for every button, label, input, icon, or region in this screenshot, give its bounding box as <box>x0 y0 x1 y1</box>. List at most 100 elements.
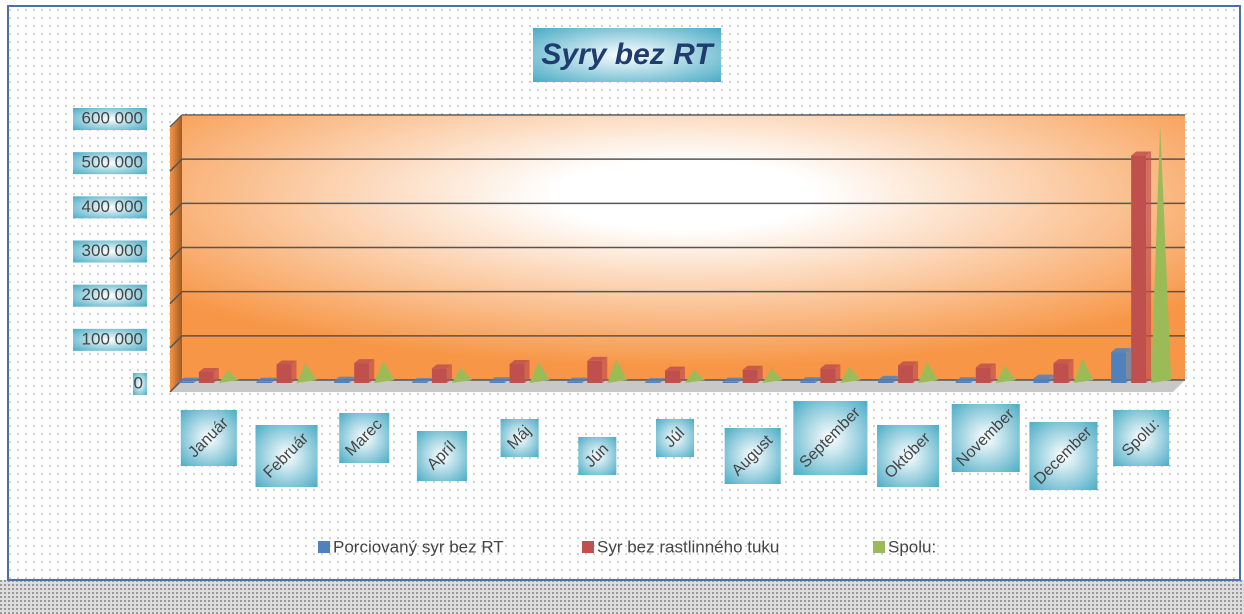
bar-side <box>1126 348 1132 383</box>
bar <box>567 381 583 383</box>
pyramid <box>296 363 317 383</box>
bar-side <box>582 377 588 383</box>
bar-side <box>524 360 530 383</box>
pyramid <box>374 360 395 383</box>
bar-side <box>835 364 841 383</box>
bar-side <box>426 378 432 383</box>
bar-top <box>800 377 821 382</box>
legend-swatch <box>582 541 594 553</box>
bar <box>1053 363 1069 383</box>
bar-side <box>271 377 277 383</box>
bar-top <box>198 367 219 372</box>
bar-side <box>602 356 608 383</box>
bar-top <box>742 365 763 370</box>
bar-top <box>898 361 919 366</box>
pyramid <box>762 368 783 383</box>
y-tick-box <box>73 328 147 351</box>
bar-top <box>256 377 277 382</box>
bar-side <box>213 367 219 383</box>
bar-side <box>504 377 510 383</box>
bar-top <box>975 363 996 368</box>
bar <box>431 368 447 383</box>
x-tick-box <box>1029 421 1098 491</box>
pyramid <box>685 369 705 383</box>
bar <box>1111 352 1127 383</box>
bar <box>489 381 505 383</box>
bar-top <box>722 377 743 382</box>
x-tick-box <box>180 409 237 467</box>
bar <box>820 368 836 383</box>
x-tick-box <box>793 400 868 476</box>
bar-side <box>1146 151 1152 383</box>
x-tick-box <box>951 403 1020 473</box>
bar <box>1033 378 1049 383</box>
y-tick-box <box>73 108 147 130</box>
bar-top <box>178 377 199 382</box>
bar-top <box>354 359 375 364</box>
bottom-strip <box>0 580 1244 614</box>
pyramid <box>918 362 939 383</box>
y-tick-box <box>73 152 147 175</box>
x-tick-box <box>416 430 467 482</box>
y-tick-label: 400 000 <box>82 197 143 216</box>
y-tick-box <box>73 284 147 307</box>
bar-top <box>334 376 355 381</box>
bar <box>411 382 427 383</box>
bar-side <box>1068 359 1074 383</box>
y-tick-label: 500 000 <box>82 153 143 172</box>
bar <box>178 381 194 383</box>
grid-line <box>169 246 183 261</box>
bar-top <box>1131 151 1152 156</box>
bar-side <box>660 378 665 383</box>
grid-line <box>169 202 183 216</box>
pyramid <box>1073 358 1094 383</box>
bar-side <box>291 360 297 383</box>
bar-side <box>680 366 685 383</box>
bar <box>1131 155 1147 383</box>
pyramid <box>607 359 628 383</box>
bar <box>198 371 214 383</box>
bar-side <box>1048 374 1054 383</box>
pyramid <box>529 362 550 383</box>
bar-side <box>893 375 899 383</box>
pyramid <box>451 367 472 383</box>
bar <box>975 367 991 383</box>
bar-side <box>913 361 919 383</box>
bar <box>645 382 660 383</box>
bar-top <box>587 356 608 361</box>
bar-top <box>645 378 665 383</box>
bar-side <box>737 377 743 383</box>
bar-top <box>1111 348 1132 353</box>
bar-top <box>489 377 510 382</box>
y-tick-box <box>73 240 147 263</box>
y-tick-label: 0 <box>134 373 143 392</box>
y-tick-label: 200 000 <box>82 285 143 304</box>
bar-side <box>990 363 996 383</box>
bar-top <box>878 375 899 380</box>
grid-line <box>169 114 183 128</box>
bar <box>742 369 758 383</box>
bar-top <box>431 364 452 369</box>
bar-side <box>815 377 821 383</box>
bar-top <box>276 360 297 365</box>
legend-label: Porciovaný syr bez RT <box>333 537 504 556</box>
grid-line <box>169 291 183 305</box>
bar-top <box>820 364 841 369</box>
x-tick-box <box>578 436 617 476</box>
x-tick-box <box>655 418 695 458</box>
bar <box>665 370 680 383</box>
x-tick-box <box>1113 409 1170 467</box>
bar <box>256 381 272 383</box>
legend-label: Syr bez rastlinného tuku <box>597 537 779 556</box>
bar <box>800 381 816 383</box>
x-tick-box <box>724 427 781 485</box>
bar-side <box>349 376 355 383</box>
bar-top <box>955 377 976 382</box>
bar-top <box>509 360 530 365</box>
legend-swatch <box>873 541 885 553</box>
x-tick-box <box>339 412 390 464</box>
bar-top <box>1053 359 1074 364</box>
legend-label: Spolu: <box>888 537 936 556</box>
x-tick-box <box>255 424 318 488</box>
